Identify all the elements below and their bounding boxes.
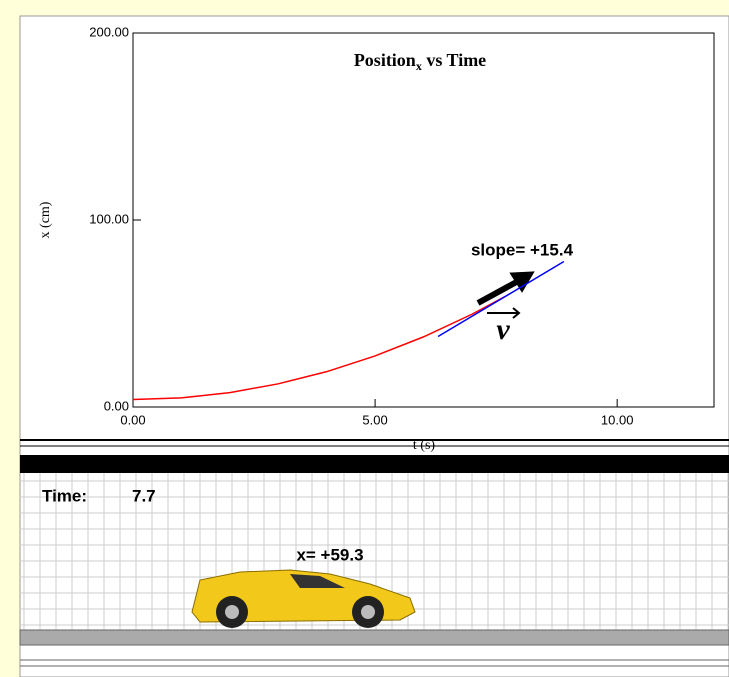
panel (20, 16, 729, 677)
x-tick-label: 5.00 (362, 412, 387, 427)
time-label: Time: (42, 486, 87, 505)
time-value: 7.7 (132, 486, 156, 505)
hub (361, 605, 375, 619)
title: Position (354, 50, 416, 70)
hub (225, 605, 239, 619)
position-label: x= +59.3 (296, 545, 363, 564)
title-suffix: vs Time (422, 50, 486, 70)
vector-label: v (496, 313, 510, 346)
ground (20, 630, 729, 645)
y-tick-label: 100.00 (89, 211, 129, 226)
page: Positionx vs Time x (cm) t (s) slope= +1… (0, 0, 729, 677)
screen: Positionx vs Time x (cm) t (s) slope= +1… (0, 0, 729, 677)
y-axis-label: x (cm) (38, 201, 53, 238)
x-tick-label: 0.00 (120, 412, 145, 427)
x-tick-label: 10.00 (601, 412, 634, 427)
y-tick-label: 0.00 (104, 398, 129, 413)
track-bar (20, 455, 729, 473)
y-tick-label: 200.00 (89, 24, 129, 39)
slope-annotation: slope= +15.4 (471, 240, 574, 259)
